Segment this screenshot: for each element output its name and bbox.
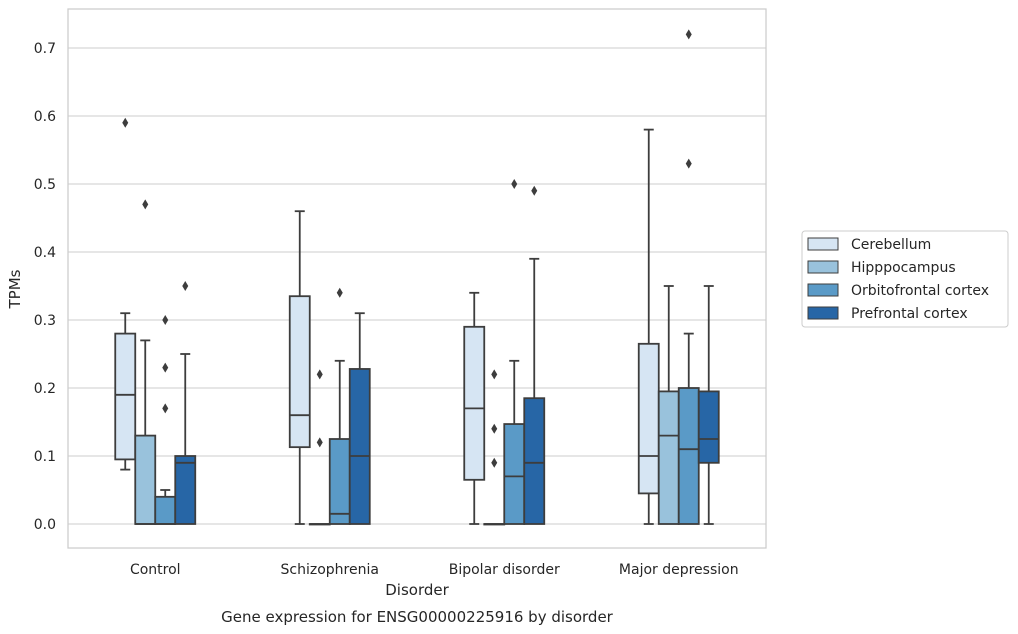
box-2-2 <box>308 369 331 526</box>
box-body <box>657 390 680 525</box>
legend: Cerebellum Hipppocampus Orbitofrontal cort… <box>801 230 1009 328</box>
box-3-1 <box>463 291 486 525</box>
y-axis-label: TPMs <box>6 269 24 309</box>
outlier-point <box>491 369 498 380</box>
box-4-4 <box>697 285 720 525</box>
x-tick-label: Major depression <box>619 562 739 578</box>
box-body <box>174 455 197 525</box>
box-body <box>503 423 526 525</box>
box-body <box>328 438 351 525</box>
box-body <box>637 342 660 495</box>
outlier-point <box>685 158 692 169</box>
legend-label: Prefrontal cortex <box>851 306 968 322</box>
outlier-point <box>142 199 149 210</box>
y-tick-label: 0.3 <box>34 313 56 329</box>
box-3-3 <box>503 179 526 525</box>
y-tick-label: 0.1 <box>34 449 56 465</box>
box-2-1 <box>288 210 311 525</box>
box-4-2 <box>657 285 680 525</box>
y-tick-label: 0.5 <box>34 177 56 193</box>
legend-label: Cerebellum <box>851 237 931 253</box>
box-body <box>348 368 371 525</box>
boxes <box>114 29 720 526</box>
outlier-point <box>685 29 692 40</box>
box-body <box>463 325 486 481</box>
box-body <box>677 387 700 525</box>
box-body <box>523 397 546 525</box>
box-3-4 <box>523 185 546 525</box>
legend-swatch <box>807 260 839 274</box>
box-3-2 <box>483 369 506 526</box>
y-tick-label: 0.4 <box>34 245 56 261</box>
outlier-point <box>182 281 189 291</box>
outlier-point <box>491 457 498 468</box>
outlier-point <box>511 179 518 189</box>
y-tick-label: 0.6 <box>34 109 56 125</box>
box-1-4 <box>174 281 197 525</box>
outlier-point <box>162 403 169 414</box>
y-tick-label: 0.2 <box>34 381 56 397</box>
outlier-point <box>316 369 323 380</box>
box-1-2 <box>134 199 157 525</box>
box-body <box>697 390 720 464</box>
x-tick-label: Schizophrenia <box>281 562 379 578</box>
box-body <box>134 434 157 525</box>
outlier-point <box>162 315 169 325</box>
x-tick-label: Bipolar disorder <box>449 562 560 578</box>
box-4-1 <box>637 128 660 525</box>
legend-swatch <box>807 283 839 297</box>
y-tick-label: 0.0 <box>34 517 56 533</box>
outlier-point <box>336 287 343 298</box>
y-tick-labels: 0.0 0.1 0.2 0.3 0.4 0.5 0.6 0.7 <box>34 41 56 533</box>
box-2-4 <box>348 312 371 525</box>
x-tick-labels: Control Schizophrenia Bipolar disorder Majo… <box>130 562 739 578</box>
plot-frame <box>67 8 767 549</box>
box-body <box>154 495 177 525</box>
x-axis-label: Disorder <box>385 581 449 599</box>
box-1-1 <box>114 117 137 471</box>
outlier-point <box>491 423 498 434</box>
outlier-point <box>316 437 323 448</box>
y-tick-label: 0.7 <box>34 41 56 57</box>
outlier-point <box>531 185 538 196</box>
box-4-3 <box>677 29 700 525</box>
legend-label: Orbitofrontal cortex <box>851 283 989 299</box>
legend-frame <box>801 230 1009 328</box>
chart-caption: Gene expression for ENSG00000225916 by d… <box>221 608 614 626</box>
box-2-3 <box>328 287 351 525</box>
legend-label: Hipppocampus <box>851 260 956 276</box>
legend-swatch <box>807 237 839 251</box>
box-body <box>288 295 311 449</box>
box-1-3 <box>154 315 177 525</box>
box-body <box>114 332 137 461</box>
outlier-point <box>162 362 169 373</box>
legend-swatch <box>807 306 839 320</box>
outlier-point <box>122 117 129 128</box>
x-tick-label: Control <box>130 562 181 578</box>
